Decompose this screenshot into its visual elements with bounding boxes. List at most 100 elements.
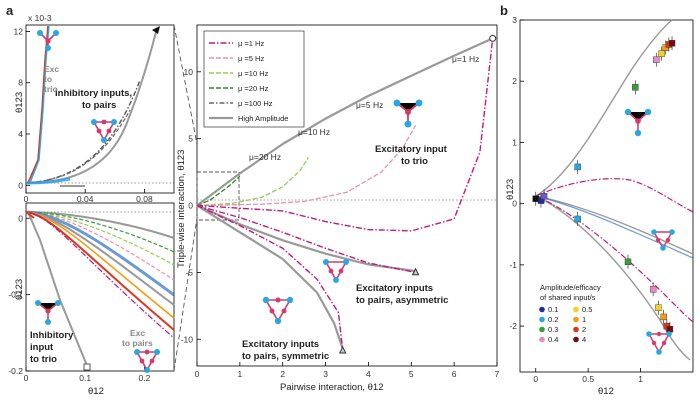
panel-b-dashdot-upper [535, 178, 694, 213]
inset-top-xtick-label: 0.04 [77, 194, 94, 204]
inset-bottom-annot-3: to trio [30, 354, 57, 365]
panel-b-legend: Amplitude/efficacy of shared input/s 0.1… [539, 283, 601, 344]
main-series-7 [196, 204, 416, 274]
zoom-line-bottom [173, 217, 198, 372]
panel-b-legend-label: 4 [582, 335, 586, 344]
curve-label-20hz: μ=20 Hz [249, 152, 281, 162]
panel-b-point [653, 56, 660, 63]
inset-bottom-ytick-label: 0 [18, 213, 23, 223]
main-xtick-label: 6 [452, 369, 457, 379]
main-zoom-box [196, 171, 240, 221]
panel-b-legend-label: 0.2 [548, 315, 558, 324]
inset-bottom-ytick-label: -0.1 [8, 290, 23, 300]
panel-b-point [660, 313, 667, 321]
panel-b-point [574, 215, 581, 223]
main-ytick-label: 10 [184, 67, 194, 77]
inset-top-xtick-label: 0.08 [136, 194, 153, 204]
panel-b-legend-title-2: of shared input/s [540, 293, 596, 302]
inset-bottom-annot-1: Inhibitory [30, 330, 74, 341]
main-ticks: 0 1 2 3 4 5 6 7 -10 -5 0 5 10 [181, 67, 500, 379]
main-legend: μ =1 Hz μ =5 Hz μ =10 Hz μ =20 Hz μ =100 Hz H… [203, 30, 305, 128]
inset-top-annot-3: Exc [44, 64, 59, 74]
inset-bottom-ylabel: θ123 [14, 279, 25, 300]
inset-top-ytick-label: 4 [18, 129, 23, 139]
main-end-marker-asym [411, 267, 420, 276]
main-legend-label: High Amplitude [238, 114, 288, 123]
inset-bottom-curve-h [25, 211, 175, 331]
inset-top-annot-2: to pairs [82, 100, 116, 111]
main-annot-sym-2: to pairs, symmetric [242, 351, 329, 362]
main-legend-label: μ =5 Hz [238, 54, 264, 63]
main-series-4 [196, 124, 417, 207]
panel-b-dashdot-lower [535, 195, 694, 323]
panel-b-point [540, 193, 548, 200]
panel-b-legend-label: 2 [582, 325, 586, 334]
main-series-2 [196, 175, 241, 207]
panel-b-legend-swatch [539, 336, 545, 343]
inset-bottom-annot-2: input [30, 342, 54, 353]
panel-b-ylabel: θ123 [505, 179, 516, 200]
main-series-1 [196, 37, 494, 207]
inset-top-ticks: 0 0.04 0.08 0 4 8 12 [14, 26, 153, 204]
main-series-3 [196, 157, 309, 207]
main-plot: 0 1 2 3 4 5 6 7 -10 -5 0 5 10 Pairwise interaction, … [176, 24, 500, 393]
panel-b-point [624, 258, 632, 266]
panel-b-legend-swatch [539, 326, 545, 333]
inset-top-trio-icon [37, 30, 59, 51]
main-series-9 [196, 204, 344, 351]
inset-top-scale-label: x 10-3 [28, 13, 52, 23]
panel-b-legend-swatch [539, 306, 545, 313]
main-legend-label: μ =20 Hz [238, 84, 269, 93]
panel-b-legend-swatch [573, 336, 579, 343]
main-xtick-label: 3 [323, 369, 328, 379]
inset-top-ytick-label: 12 [14, 26, 24, 36]
panel-b-legend-swatch [573, 316, 579, 323]
panel-b-point [658, 50, 665, 57]
inset-bottom-red-start [25, 211, 35, 219]
main-end-marker-sym [338, 345, 347, 354]
main-xlabel: Pairwise interaction, θ12 [280, 382, 384, 393]
main-ytick-label: 5 [188, 134, 193, 144]
panel-b-frame [519, 19, 694, 373]
panel-b-blue-lower [535, 195, 694, 259]
main-ytick-label: 0 [188, 201, 193, 211]
inset-top-blue-band [25, 177, 71, 185]
main-sym-pairs-icon [262, 296, 294, 325]
inset-bottom-xtick-label: 0.1 [79, 373, 91, 383]
panel-b-legend-label: 0.4 [548, 335, 558, 344]
main-series-6 [196, 204, 416, 273]
main-legend-label: μ =100 Hz [238, 99, 273, 108]
panel-b-point [649, 286, 657, 293]
main-series-5 [196, 38, 494, 232]
main-ytick-label: -5 [185, 267, 193, 277]
panel-b-legend-swatch [573, 306, 579, 313]
inset-bottom-xlabel: θ12 [88, 386, 104, 397]
panel-b-ytick-label: 1 [512, 137, 517, 147]
inset-top-ytick-label: 0 [18, 180, 23, 190]
inset-top-annot-5: trio [44, 84, 58, 94]
panel-b-legend-label: 1 [582, 315, 586, 324]
inset-top-end-marker [152, 26, 160, 34]
panel-b-xtick-label: 0 [533, 374, 538, 384]
main-annot-sym-1: Excitatory inputs [242, 339, 319, 350]
inset-top-annot-1: Inhibitory inputs, [55, 88, 132, 99]
panel-b-legend-label: 0.3 [548, 325, 558, 334]
main-annot-asym-1: Excitatory inputs [356, 283, 433, 294]
inset-top-100hz-curve [25, 79, 141, 184]
inset-bottom-trio-icon [35, 300, 61, 325]
panel-b-xtick-label: 1 [638, 374, 643, 384]
panel-b-points [532, 36, 676, 337]
main-series-8 [196, 204, 344, 349]
panel-b-gray-lower-1 [535, 195, 694, 255]
panel-b-xlabel: θ12 [598, 386, 614, 397]
panel-label-b: b [500, 3, 508, 18]
panel-b-ytick-label: 2 [512, 76, 517, 86]
inset-bottom-annot-5: to pairs [122, 338, 153, 348]
inset-top-ylabel: θ123 [14, 92, 25, 113]
main-xtick-label: 7 [495, 369, 500, 379]
inset-top-ytick-label: 8 [18, 78, 23, 88]
inset-bottom-pairs-icon [134, 349, 160, 373]
